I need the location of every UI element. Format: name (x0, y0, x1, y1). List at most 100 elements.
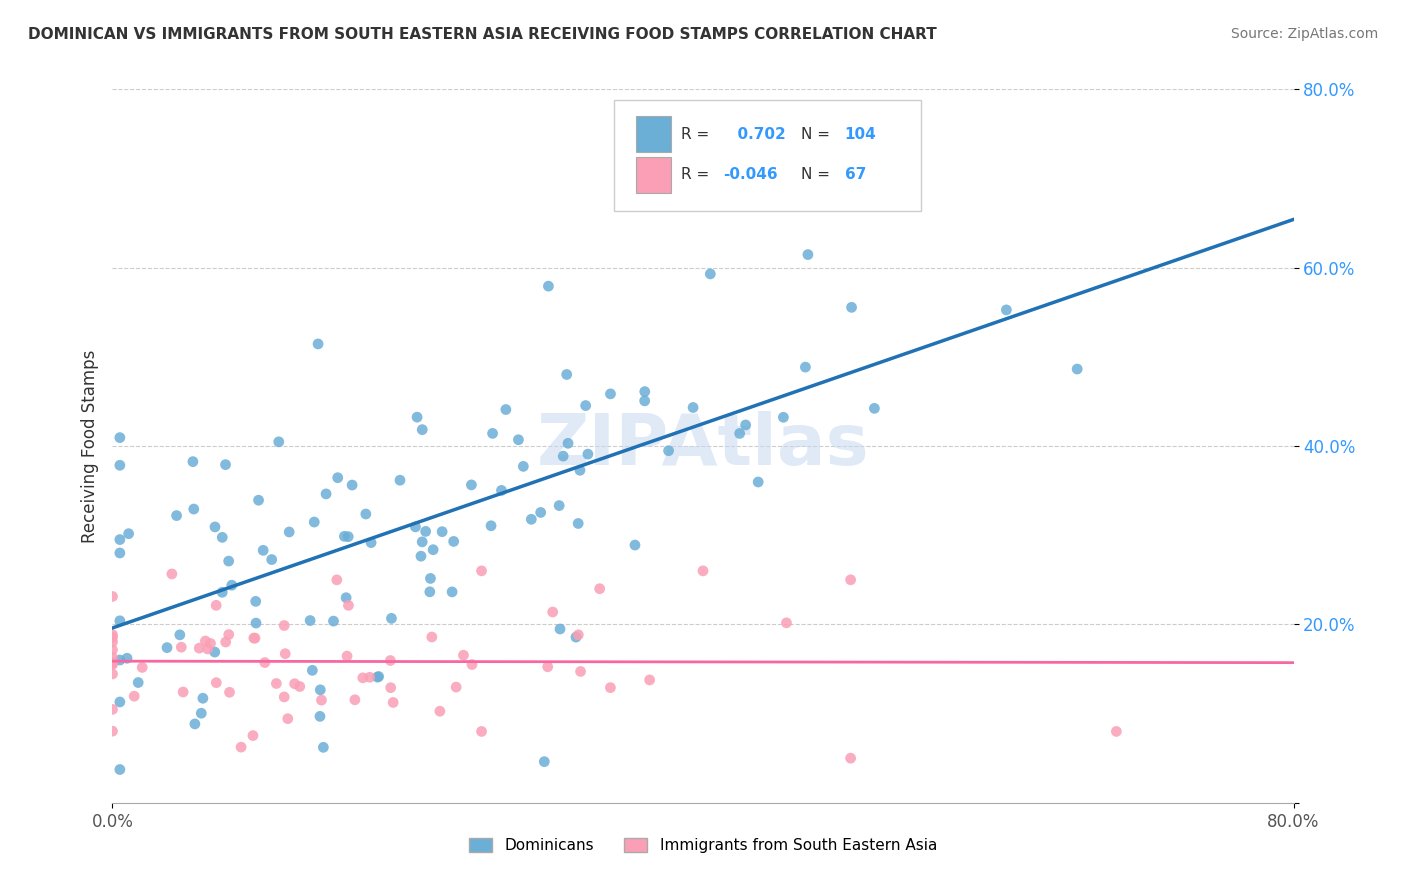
Point (204, 520, 226, 534)
Point (491, 483, 513, 498)
Point (692, 564, 714, 578)
Point (156, 640, 179, 655)
Point (307, 337, 329, 351)
Point (309, 682, 332, 697)
Text: N =: N = (801, 168, 835, 182)
Point (183, 502, 205, 516)
Point (108, 431, 131, 445)
Point (340, 478, 363, 492)
Point (388, 473, 411, 487)
Point (1066, 362, 1088, 376)
FancyBboxPatch shape (636, 157, 671, 193)
Point (278, 524, 301, 539)
Point (229, 740, 252, 755)
Point (245, 616, 267, 631)
Point (108, 614, 131, 628)
Point (479, 518, 502, 533)
Point (191, 691, 214, 706)
Point (794, 360, 817, 375)
Point (624, 538, 647, 552)
Text: N =: N = (801, 127, 835, 142)
Point (190, 706, 212, 721)
Point (380, 681, 402, 695)
Point (101, 657, 124, 671)
FancyBboxPatch shape (614, 100, 921, 211)
Point (108, 546, 131, 560)
Point (453, 648, 475, 663)
Point (266, 676, 288, 690)
Point (169, 628, 191, 642)
Point (470, 564, 494, 578)
Point (172, 685, 194, 699)
Point (309, 709, 332, 723)
Point (101, 656, 124, 670)
Point (200, 636, 222, 650)
Point (772, 410, 794, 425)
Text: 67: 67 (845, 168, 866, 182)
Point (380, 653, 402, 667)
Point (311, 693, 333, 707)
Point (194, 634, 217, 648)
Point (508, 433, 530, 447)
Point (443, 534, 465, 549)
Point (122, 689, 145, 703)
Point (322, 614, 344, 628)
Point (557, 436, 579, 450)
Point (359, 670, 381, 684)
Point (288, 680, 311, 694)
Point (575, 399, 598, 413)
Point (420, 630, 443, 644)
Point (204, 645, 226, 659)
Point (101, 650, 124, 665)
Point (101, 628, 124, 642)
Point (242, 729, 264, 743)
Point (214, 458, 236, 472)
Point (568, 463, 591, 477)
Point (682, 401, 704, 415)
Y-axis label: Receiving Food Stamps: Receiving Food Stamps (80, 350, 98, 542)
Point (512, 459, 534, 474)
Text: R =: R = (681, 127, 714, 142)
Point (588, 582, 610, 596)
Point (301, 664, 323, 678)
Point (409, 549, 432, 564)
Text: -0.046: -0.046 (723, 168, 778, 182)
Point (734, 417, 756, 432)
Point (215, 635, 238, 649)
Point (101, 590, 124, 604)
Point (567, 516, 589, 531)
Point (181, 455, 204, 469)
Point (495, 402, 517, 417)
Point (728, 426, 751, 441)
Point (533, 755, 555, 769)
Point (304, 515, 326, 529)
Point (634, 393, 657, 408)
Point (411, 423, 433, 437)
Point (634, 384, 657, 399)
Point (101, 667, 124, 681)
Point (461, 657, 484, 672)
Text: ZIPAtlas: ZIPAtlas (537, 411, 869, 481)
Point (299, 614, 322, 628)
Point (273, 690, 295, 704)
Point (333, 529, 356, 543)
Point (315, 487, 337, 501)
Point (565, 630, 588, 644)
Point (599, 387, 621, 401)
Point (404, 520, 426, 534)
Point (841, 169, 863, 184)
Point (108, 533, 131, 547)
Point (267, 434, 290, 449)
Point (1105, 724, 1128, 739)
Point (839, 751, 862, 765)
Point (569, 665, 592, 679)
FancyBboxPatch shape (636, 116, 671, 152)
Point (995, 302, 1018, 317)
Point (205, 675, 228, 690)
Text: Source: ZipAtlas.com: Source: ZipAtlas.com (1230, 27, 1378, 41)
Point (406, 410, 429, 425)
Point (638, 673, 661, 687)
Point (184, 717, 207, 731)
Point (188, 641, 211, 656)
Point (537, 660, 560, 674)
